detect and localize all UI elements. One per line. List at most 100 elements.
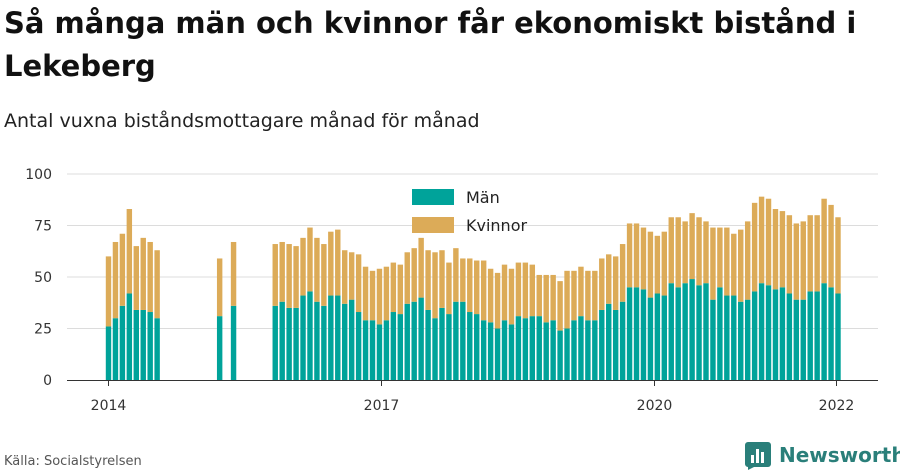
y-tick-label: 75	[34, 219, 52, 235]
bar-woman	[279, 241, 285, 302]
bar-man	[647, 297, 654, 380]
bar-woman	[335, 229, 341, 296]
legend-label: Män	[466, 188, 500, 207]
bar-man	[654, 293, 661, 380]
x-tick-label: 2017	[364, 398, 400, 414]
bar-woman	[633, 223, 640, 288]
bar-woman	[140, 237, 146, 310]
bar-woman	[828, 204, 834, 288]
x-tick-label: 2014	[91, 398, 127, 414]
bar-man	[515, 316, 522, 380]
y-axis: 0 25 50 75 100	[25, 167, 52, 389]
bar-man	[342, 303, 348, 380]
bar-man	[467, 312, 473, 380]
bar-man	[154, 318, 160, 380]
bar-woman	[793, 223, 800, 300]
bar-woman	[772, 209, 779, 290]
bar-man	[564, 328, 570, 380]
bar-man	[328, 295, 334, 380]
y-tick-label: 100	[25, 167, 52, 183]
bar-woman	[626, 223, 633, 288]
bar-woman	[508, 268, 515, 325]
bar-man	[501, 320, 508, 380]
bar-man	[119, 305, 126, 380]
bar-woman	[758, 196, 765, 284]
bar-man	[279, 301, 285, 380]
x-axis: 2014 2017 2020 2022	[67, 380, 878, 414]
bar-man	[765, 285, 772, 380]
bar-woman	[439, 250, 445, 308]
bar-woman	[814, 215, 820, 292]
chart-title: Så många män och kvinnor får ekonomiskt …	[4, 6, 857, 83]
bar-woman	[779, 211, 786, 288]
y-tick-label: 25	[34, 322, 52, 338]
bar-man	[571, 320, 577, 380]
bar-man	[633, 287, 640, 380]
bar-man	[335, 295, 341, 380]
bar-man	[314, 301, 320, 380]
bar-woman	[376, 268, 383, 325]
bar-woman	[112, 241, 119, 319]
bar-woman	[154, 250, 160, 319]
bar-man	[390, 312, 397, 380]
bar-woman	[126, 209, 133, 294]
bar-woman	[216, 258, 223, 317]
bar-woman	[487, 268, 494, 323]
bar-man	[828, 287, 834, 380]
bar-man	[738, 301, 744, 380]
bar-man	[216, 316, 223, 380]
bar-man	[786, 293, 793, 380]
bar-woman	[453, 248, 459, 302]
bar-woman	[744, 221, 751, 300]
bar-woman	[328, 231, 334, 296]
bar-man	[543, 322, 549, 380]
bar-woman	[515, 262, 522, 317]
bars	[105, 196, 841, 380]
bar-man	[453, 301, 459, 380]
bar-woman	[751, 202, 758, 292]
y-tick-label: 50	[34, 270, 52, 286]
bar-man	[557, 330, 563, 380]
bar-woman	[355, 254, 362, 313]
bar-man	[606, 303, 612, 380]
bar-man	[717, 287, 723, 380]
bar-man	[772, 289, 779, 380]
bar-man	[675, 287, 681, 380]
bar-woman	[460, 258, 466, 302]
bar-woman	[397, 264, 404, 315]
bar-man	[321, 305, 327, 380]
bar-man	[126, 293, 133, 380]
bar-man	[758, 283, 765, 380]
bar-woman	[300, 237, 306, 296]
bar-woman	[494, 272, 501, 329]
bar-woman	[321, 244, 327, 306]
newsworthy-logo[interactable]: Newsworthy	[745, 440, 900, 470]
bar-woman	[369, 270, 376, 321]
bar-woman	[342, 250, 348, 304]
bar-man	[529, 316, 536, 380]
bar-man	[140, 309, 146, 380]
bar-woman	[474, 260, 480, 315]
bar-man	[376, 324, 383, 380]
bar-man	[696, 285, 702, 380]
bar-man	[682, 283, 688, 380]
bar-woman	[105, 256, 112, 327]
bar-man	[494, 328, 501, 380]
bar-man	[404, 303, 410, 380]
bar-man	[793, 299, 800, 380]
bar-woman	[230, 241, 237, 306]
bar-woman	[348, 252, 355, 300]
bar-woman	[286, 244, 292, 308]
bar-woman	[411, 248, 417, 302]
bar-woman	[703, 221, 709, 284]
bar-man	[480, 320, 487, 380]
bar-man	[703, 283, 709, 380]
bar-woman	[432, 252, 438, 319]
bar-man	[383, 320, 390, 380]
bar-woman	[835, 217, 841, 294]
bar-man	[508, 324, 515, 380]
bar-man	[286, 307, 292, 380]
legend-item-man: Män	[412, 188, 500, 207]
bar-man	[300, 295, 306, 380]
